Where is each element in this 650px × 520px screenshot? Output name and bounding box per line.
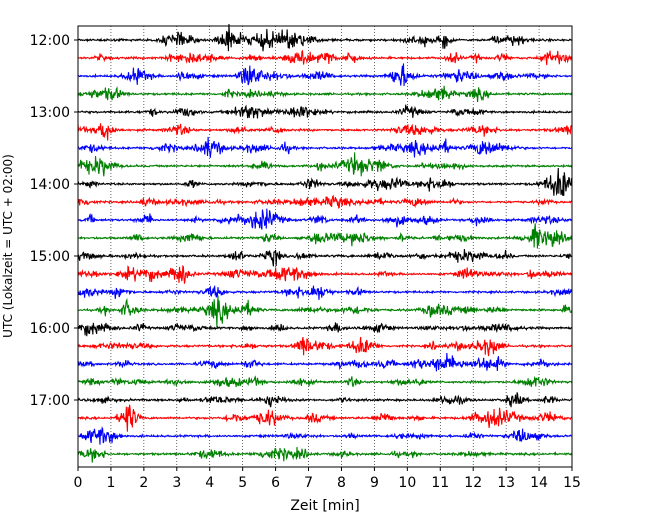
x-tick-label: 0 [74,475,83,491]
trace-line [77,446,573,463]
y-tick-label: 15:00 [30,249,70,265]
x-tick-label: 14 [530,475,548,491]
trace-line [77,63,573,86]
x-tick-label: 2 [139,475,148,491]
x-tick-label: 3 [172,475,181,491]
trace-line [77,426,573,445]
y-tick-label: 13:00 [30,105,70,121]
trace-line [77,336,573,357]
trace-line [77,322,573,337]
x-tick-label: 6 [271,475,280,491]
x-tick-label: 15 [563,475,581,491]
trace-line [77,104,573,119]
x-tick-label: 10 [398,475,416,491]
x-tick-label: 4 [205,475,214,491]
x-tick-label: 1 [106,475,115,491]
y-axis-label: UTC (Lokalzeit = UTC + 02:00) [1,154,15,338]
trace-line [77,284,573,300]
y-tick-label: 12:00 [30,33,70,49]
y-axis: 12:00 13:00 14:00 15:00 16:00 17:00 [30,33,78,409]
x-tick-label: 9 [370,475,379,491]
trace-line [77,167,573,196]
trace-line [77,85,573,102]
trace-line [77,264,573,284]
trace-line [77,392,573,408]
trace-line [77,152,573,177]
x-tick-label: 12 [464,475,482,491]
trace-line [77,353,573,372]
trace-line [77,24,573,52]
trace-line [77,123,573,141]
trace-line [77,375,573,388]
plot-frame [77,25,573,468]
trace-line [77,404,573,432]
x-axis-label: Zeit [min] [290,498,359,514]
x-tick-label: 8 [337,475,346,491]
y-tick-label: 14:00 [30,177,70,193]
traces [77,24,573,463]
trace-line [77,248,573,267]
x-axis: 0 1 2 3 4 5 6 7 8 9 10 11 12 13 14 15 [74,467,581,491]
trace-line [77,49,573,66]
trace-line [77,223,573,249]
x-tick-label: 7 [304,475,313,491]
trace-line [77,295,573,327]
trace-line [77,194,573,209]
y-tick-label: 17:00 [30,393,70,409]
trace-line [77,136,573,158]
y-tick-label: 16:00 [30,321,70,337]
x-tick-label: 13 [497,475,515,491]
x-tick-label: 5 [238,475,247,491]
x-tick-label: 11 [431,475,449,491]
trace-line [77,208,573,230]
